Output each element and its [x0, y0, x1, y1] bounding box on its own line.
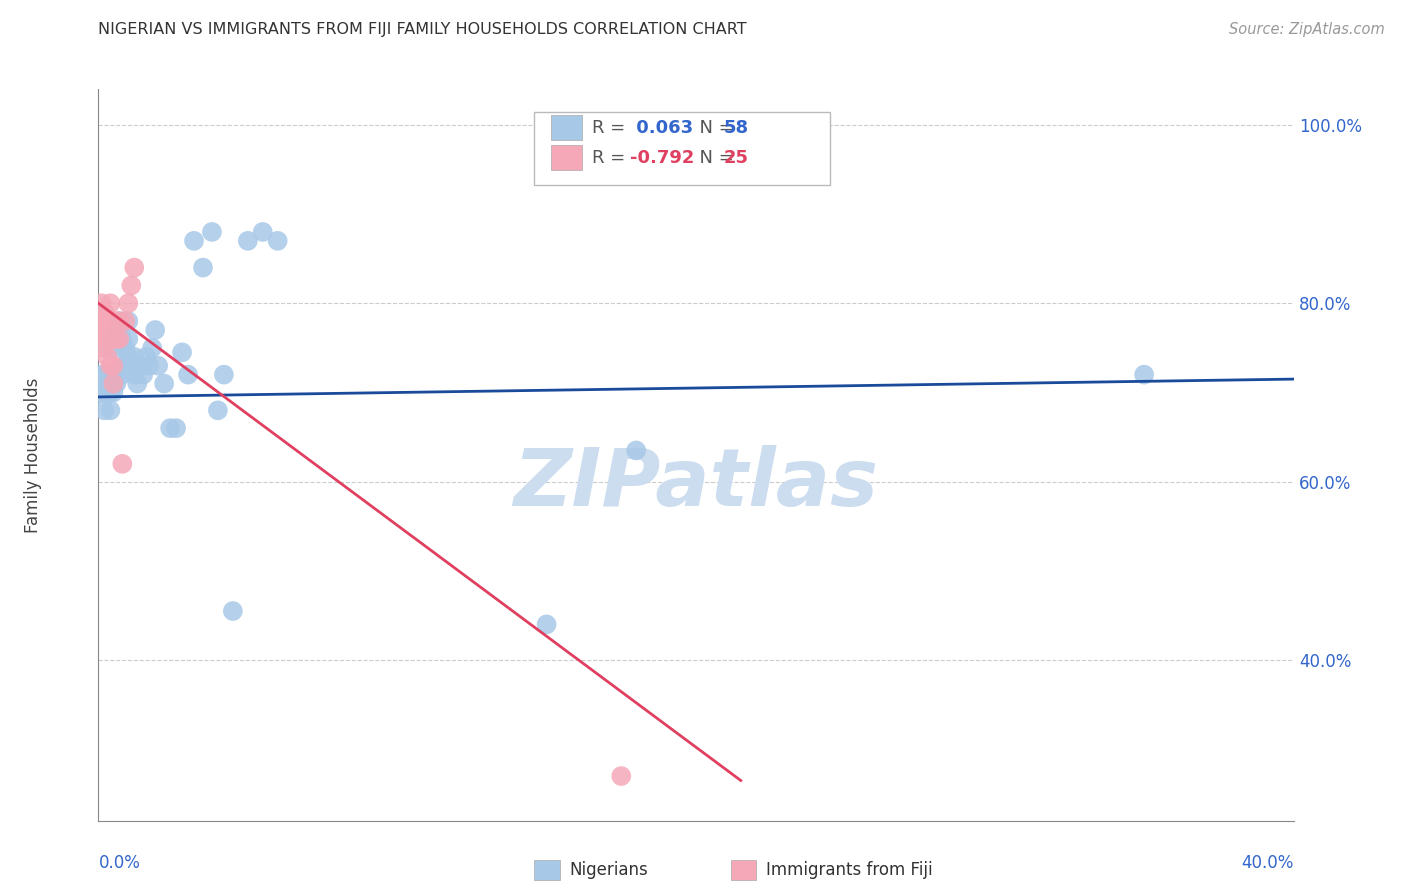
Point	[610, 769, 633, 783]
Point	[93, 305, 115, 319]
Point	[114, 314, 136, 328]
Point	[172, 345, 194, 359]
Point	[96, 385, 118, 400]
Point	[153, 376, 176, 391]
Point	[105, 332, 128, 346]
Point	[117, 332, 139, 346]
Point	[93, 341, 115, 355]
Point	[222, 604, 245, 618]
Point	[111, 457, 134, 471]
Point	[117, 296, 139, 310]
Point	[105, 323, 128, 337]
Point	[191, 260, 214, 275]
Point	[127, 376, 149, 391]
Point	[105, 368, 128, 382]
Point	[114, 359, 136, 373]
Point	[90, 385, 112, 400]
Point	[100, 368, 122, 382]
Point	[252, 225, 274, 239]
Point	[100, 359, 122, 373]
Point	[105, 376, 128, 391]
Point	[124, 368, 146, 382]
Point	[1133, 368, 1156, 382]
Point	[117, 314, 139, 328]
Point	[135, 350, 157, 364]
Text: Source: ZipAtlas.com: Source: ZipAtlas.com	[1229, 22, 1385, 37]
Point	[90, 314, 112, 328]
Text: 58: 58	[724, 119, 749, 136]
Point	[100, 296, 122, 310]
Point	[93, 323, 115, 337]
Point	[536, 617, 558, 632]
Point	[626, 443, 648, 458]
Point	[111, 368, 134, 382]
Point	[141, 341, 163, 355]
Text: Immigrants from Fiji: Immigrants from Fiji	[766, 861, 934, 879]
Point	[177, 368, 200, 382]
Point	[103, 385, 125, 400]
Point	[96, 314, 118, 328]
Text: N =: N =	[688, 119, 740, 136]
Point	[159, 421, 181, 435]
Text: 25: 25	[724, 149, 749, 167]
Text: -0.792: -0.792	[630, 149, 695, 167]
Point	[108, 314, 131, 328]
Point	[267, 234, 290, 248]
Point	[132, 368, 155, 382]
Point	[90, 332, 112, 346]
Text: 0.0%: 0.0%	[98, 854, 141, 871]
Text: ZIPatlas: ZIPatlas	[513, 445, 879, 524]
Text: Family Households: Family Households	[24, 377, 42, 533]
Point	[120, 359, 142, 373]
Text: 0.063: 0.063	[630, 119, 693, 136]
Text: 40.0%: 40.0%	[1241, 854, 1294, 871]
Point	[108, 314, 131, 328]
Point	[108, 332, 131, 346]
Point	[105, 314, 128, 328]
Point	[100, 368, 122, 382]
Text: R =: R =	[592, 119, 631, 136]
Point	[103, 376, 125, 391]
Point	[100, 403, 122, 417]
Point	[100, 314, 122, 328]
Point	[201, 225, 224, 239]
Point	[103, 376, 125, 391]
Point	[129, 359, 152, 373]
Point	[143, 323, 166, 337]
Point	[96, 332, 118, 346]
Point	[105, 341, 128, 355]
Point	[93, 385, 115, 400]
Point	[100, 341, 122, 355]
Point	[138, 359, 160, 373]
Point	[117, 350, 139, 364]
Point	[207, 403, 229, 417]
Point	[100, 332, 122, 346]
Point	[148, 359, 170, 373]
Point	[236, 234, 259, 248]
Point	[100, 385, 122, 400]
Text: R =: R =	[592, 149, 631, 167]
Point	[165, 421, 187, 435]
Point	[108, 332, 131, 346]
Point	[183, 234, 205, 248]
Text: N =: N =	[688, 149, 740, 167]
Point	[93, 385, 115, 400]
Point	[93, 403, 115, 417]
Point	[103, 368, 125, 382]
Point	[96, 350, 118, 364]
Text: Nigerians: Nigerians	[569, 861, 648, 879]
Point	[90, 296, 112, 310]
Point	[120, 278, 142, 293]
Point	[93, 368, 115, 382]
Point	[124, 350, 146, 364]
Point	[90, 368, 112, 382]
Point	[111, 332, 134, 346]
Point	[212, 368, 235, 382]
Point	[103, 359, 125, 373]
Point	[124, 260, 146, 275]
Point	[114, 341, 136, 355]
Point	[96, 376, 118, 391]
Point	[96, 368, 118, 382]
Text: NIGERIAN VS IMMIGRANTS FROM FIJI FAMILY HOUSEHOLDS CORRELATION CHART: NIGERIAN VS IMMIGRANTS FROM FIJI FAMILY …	[98, 22, 747, 37]
